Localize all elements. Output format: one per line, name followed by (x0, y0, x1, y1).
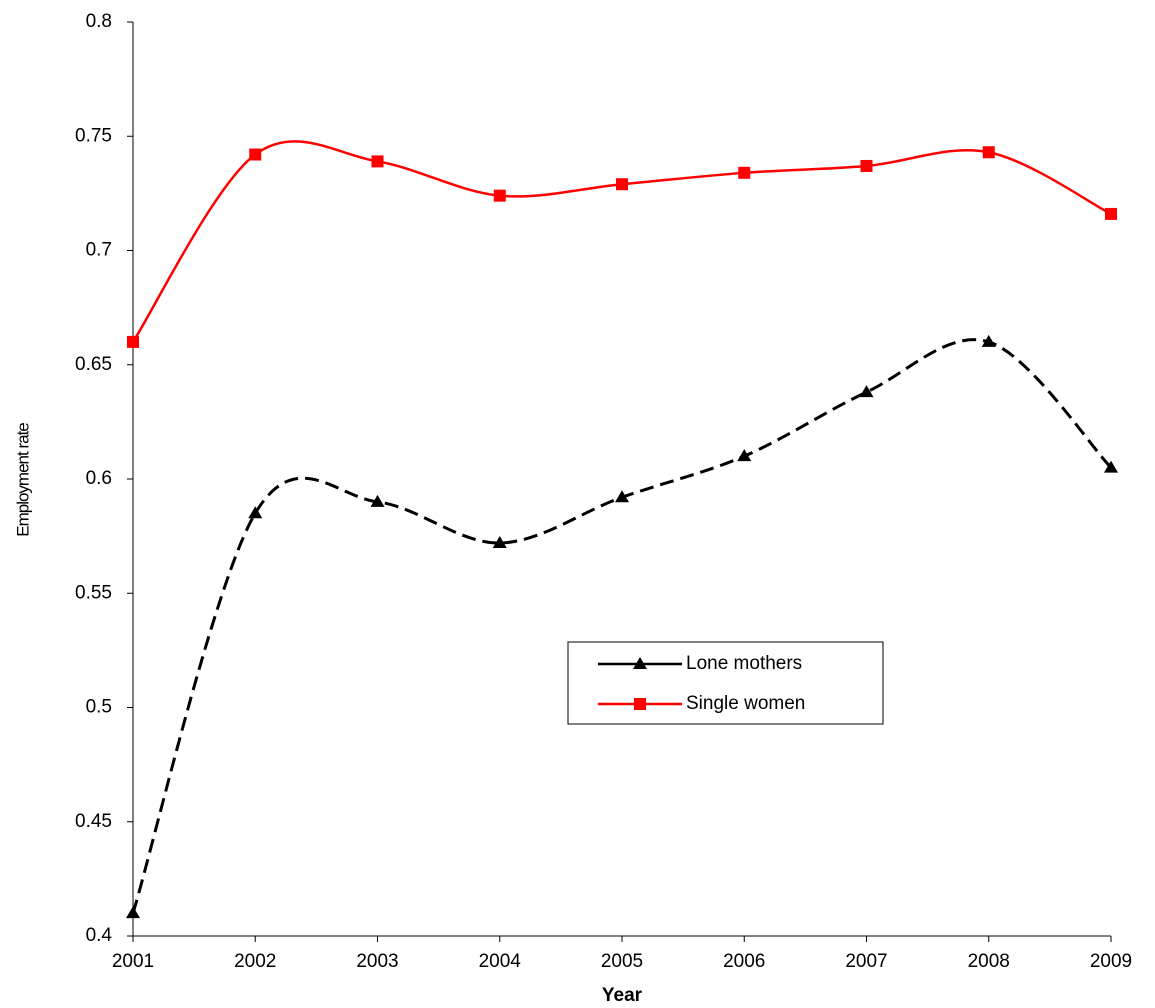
legend-marker (633, 657, 647, 669)
data-point (860, 159, 873, 172)
data-point (249, 148, 262, 161)
y-tick-label: 0.7 (86, 240, 112, 261)
data-point (859, 385, 874, 398)
y-tick-label: 0.6 (86, 468, 112, 489)
data-point (493, 189, 506, 202)
data-point (370, 494, 385, 507)
x-axis-label: Year (602, 985, 643, 1006)
x-tick-label: 2003 (356, 951, 398, 972)
y-tick-label: 0.5 (86, 697, 112, 718)
legend-label: Single women (686, 693, 805, 714)
x-tick-label: 2006 (723, 951, 765, 972)
data-point (1105, 207, 1117, 220)
data-point (492, 535, 507, 548)
legend-marker (634, 698, 646, 710)
data-point (127, 335, 139, 348)
y-tick-label: 0.55 (75, 582, 112, 603)
legend-label: Lone mothers (686, 653, 802, 674)
series-line (131, 338, 1113, 914)
data-point (248, 506, 263, 519)
y-tick-label: 0.4 (86, 925, 113, 946)
data-point (1104, 460, 1118, 473)
x-tick-label: 2005 (601, 951, 643, 972)
x-tick-label: 2007 (845, 951, 887, 972)
x-tick-label: 2004 (479, 951, 522, 972)
data-point (738, 166, 751, 179)
data-point (126, 906, 140, 919)
x-tick-label: 2002 (234, 951, 276, 972)
x-tick-label: 2001 (112, 951, 154, 972)
legend-box (567, 641, 884, 725)
x-tick-label: 2008 (968, 951, 1010, 972)
series-line (131, 140, 1112, 343)
y-tick-label: 0.45 (75, 811, 112, 832)
data-point (982, 146, 995, 159)
data-point (371, 155, 384, 168)
x-tick-label: 2009 (1090, 951, 1132, 972)
data-point (737, 449, 752, 462)
data-point (616, 178, 628, 191)
y-tick-label: 0.65 (75, 354, 112, 375)
data-point (615, 490, 629, 503)
y-axis-label: Employment rate (13, 423, 32, 537)
data-point (981, 334, 996, 347)
y-tick-label: 0.8 (86, 11, 112, 32)
y-tick-label: 0.75 (75, 125, 112, 146)
